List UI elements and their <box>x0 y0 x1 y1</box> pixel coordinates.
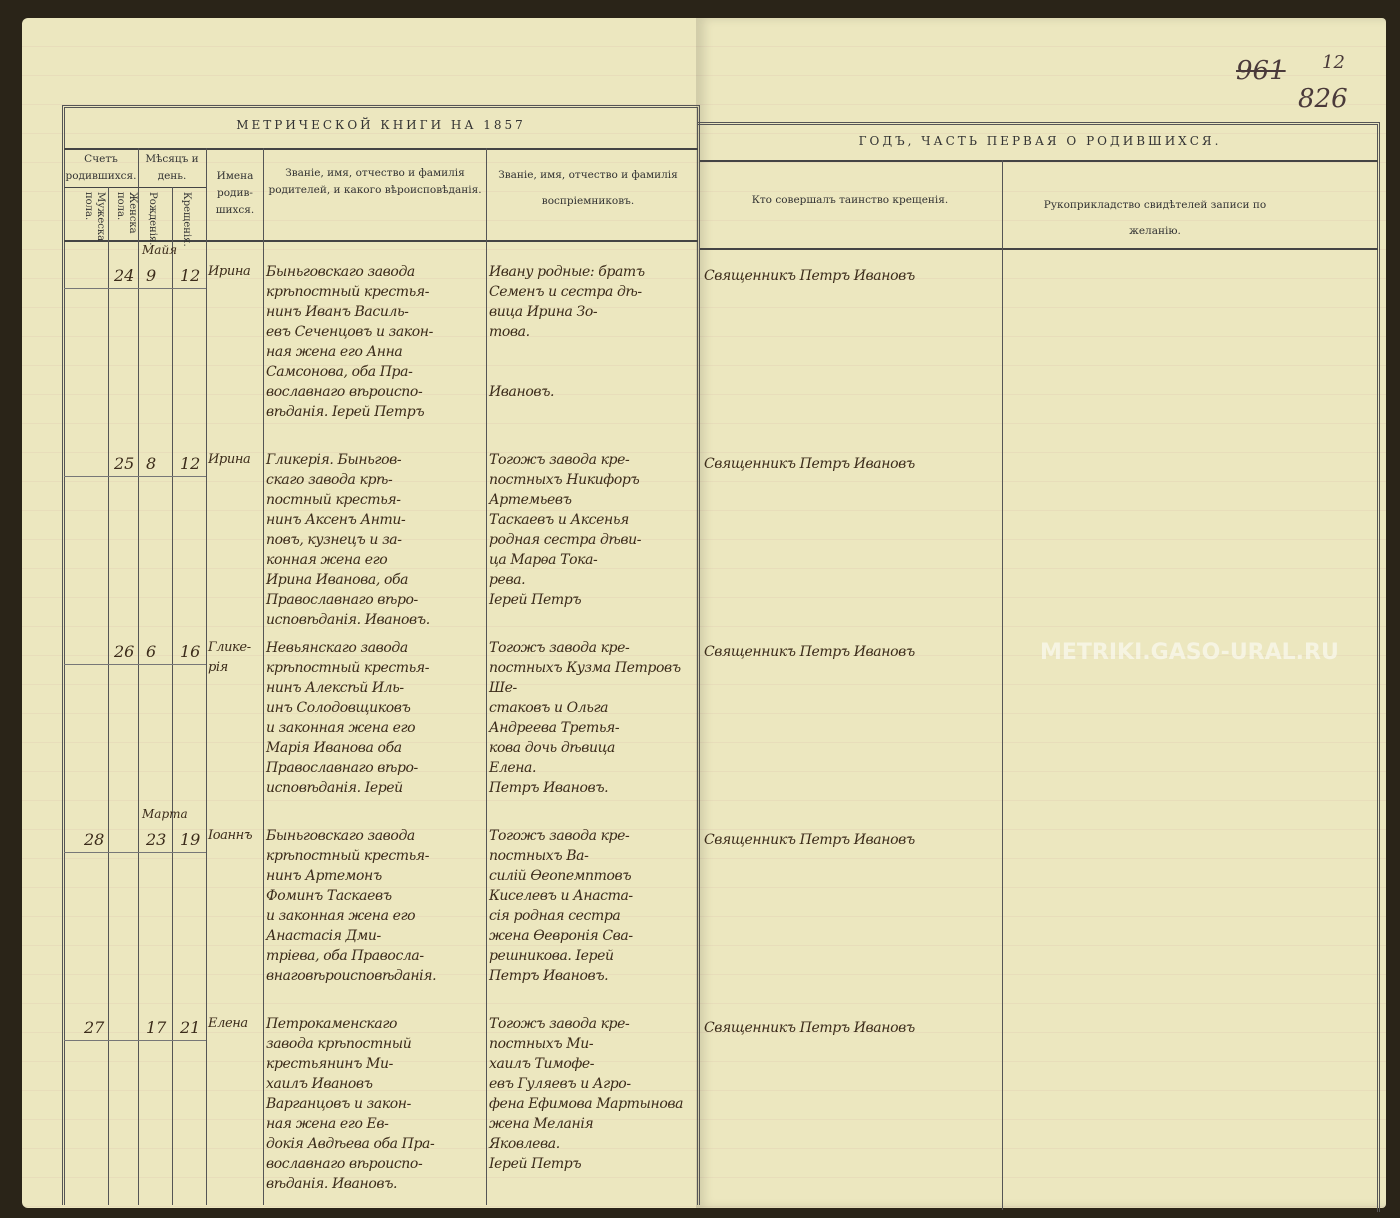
record-parents: Быньговскаго завода крѣпостный крестья- … <box>266 264 433 420</box>
record-child-name: Ирина <box>208 264 251 279</box>
divider <box>64 187 206 188</box>
record-priest: Священникъ Петръ Ивановъ <box>704 644 915 660</box>
column-line <box>486 148 487 1205</box>
record-child-name: Глике- рія <box>208 640 251 675</box>
record-godparents: Ивану родные: братъ Семенъ и сестра дѣ- … <box>489 264 645 400</box>
header-godparents: Званіе, имя, отчество и фамилія воспріем… <box>498 169 678 207</box>
record-birth-day: 6 <box>146 642 157 661</box>
record-godparents: Тогожъ завода кре- постныхъ Ва- силій Ѳе… <box>489 828 633 984</box>
record-birth-day: 23 <box>146 830 167 849</box>
left-page <box>22 18 696 1208</box>
record-child-name: Елена <box>208 1016 248 1031</box>
header-parents: Званіе, имя, отчество и фамилія родителе… <box>268 167 482 196</box>
record-child-name: Іоаннъ <box>208 828 253 843</box>
record-priest: Священникъ Петръ Ивановъ <box>704 832 915 848</box>
record-parents: Невьянскаго завода крѣпостный крестья- н… <box>266 640 430 796</box>
left-page-title: МЕТРИЧЕСКОЙ КНИГИ НА 1857 <box>236 118 526 132</box>
record-birth-day: 9 <box>146 266 157 285</box>
record-baptism-day: 16 <box>180 642 201 661</box>
record-baptism-day: 19 <box>180 830 201 849</box>
folio-small-number: 12 <box>1322 52 1345 73</box>
record-priest: Священникъ Петръ Ивановъ <box>704 456 915 472</box>
right-page <box>696 18 1386 1208</box>
row-underline <box>64 1040 206 1041</box>
crossed-folio-number: 961 <box>1236 56 1286 86</box>
left-table-frame <box>62 105 700 1205</box>
record-baptism-day: 21 <box>180 1018 201 1037</box>
record-child-name: Ирина <box>208 452 251 467</box>
divider <box>64 240 698 242</box>
column-line <box>108 187 109 1205</box>
column-line <box>263 148 264 1205</box>
header-priest: Кто совершалъ таинство крещенія. <box>751 194 949 206</box>
record-female-count: 25 <box>114 454 135 473</box>
header-male: Мужеска пола. <box>83 192 106 242</box>
right-table-frame <box>698 122 1380 1212</box>
column-line <box>206 148 207 1205</box>
header-female: Женска пола. <box>115 192 138 234</box>
header-month-day: Мѣсяцъ и день. <box>145 153 199 182</box>
record-male-count: 28 <box>84 830 105 849</box>
record-parents: Петрокаменскаго завода крѣпостный кресть… <box>266 1016 435 1192</box>
record-month: Майя <box>142 243 178 257</box>
record-priest: Священникъ Петръ Ивановъ <box>704 1020 915 1036</box>
record-godparents: Тогожъ завода кре- постныхъ Ми- хаилъ Ти… <box>489 1016 684 1172</box>
folio-page-number: 826 <box>1298 84 1348 114</box>
divider <box>700 248 1378 250</box>
row-underline <box>64 476 206 477</box>
header-birth: Рожденія. <box>147 192 158 246</box>
record-parents: Быньговскаго завода крѣпостный крестья- … <box>266 828 437 984</box>
record-godparents: Тогожъ завода кре- постныхъ Никифоръ Арт… <box>489 452 642 608</box>
row-underline <box>64 852 206 853</box>
row-underline <box>64 664 206 665</box>
header-count: Счетъ родившихся. <box>65 153 137 182</box>
header-baptism: Крещенія. <box>181 192 192 247</box>
column-line <box>138 148 139 1205</box>
right-page-title: ГОДЪ, ЧАСТЬ ПЕРВАЯ О РОДИВШИХСЯ. <box>858 134 1222 148</box>
record-month: Марта <box>142 807 188 821</box>
header-witnesses: Рукоприкладство свидѣтелей записи по жел… <box>1043 199 1267 237</box>
record-baptism-day: 12 <box>180 454 201 473</box>
header-names: Имена родив-шихся. <box>215 170 255 216</box>
divider <box>700 160 1378 162</box>
record-birth-day: 17 <box>146 1018 167 1037</box>
record-male-count: 27 <box>84 1018 105 1037</box>
record-birth-day: 8 <box>146 454 157 473</box>
column-line <box>172 187 173 1205</box>
record-priest: Священникъ Петръ Ивановъ <box>704 268 915 284</box>
column-line <box>1002 160 1003 1210</box>
record-godparents: Тогожъ завода кре- постныхъ Кузма Петров… <box>489 640 681 796</box>
divider <box>64 148 698 150</box>
row-underline <box>64 288 206 289</box>
record-parents: Гликерія. Быньгов- скаго завода крѣ- пос… <box>266 452 430 628</box>
record-female-count: 24 <box>114 266 135 285</box>
record-baptism-day: 12 <box>180 266 201 285</box>
record-female-count: 26 <box>114 642 135 661</box>
